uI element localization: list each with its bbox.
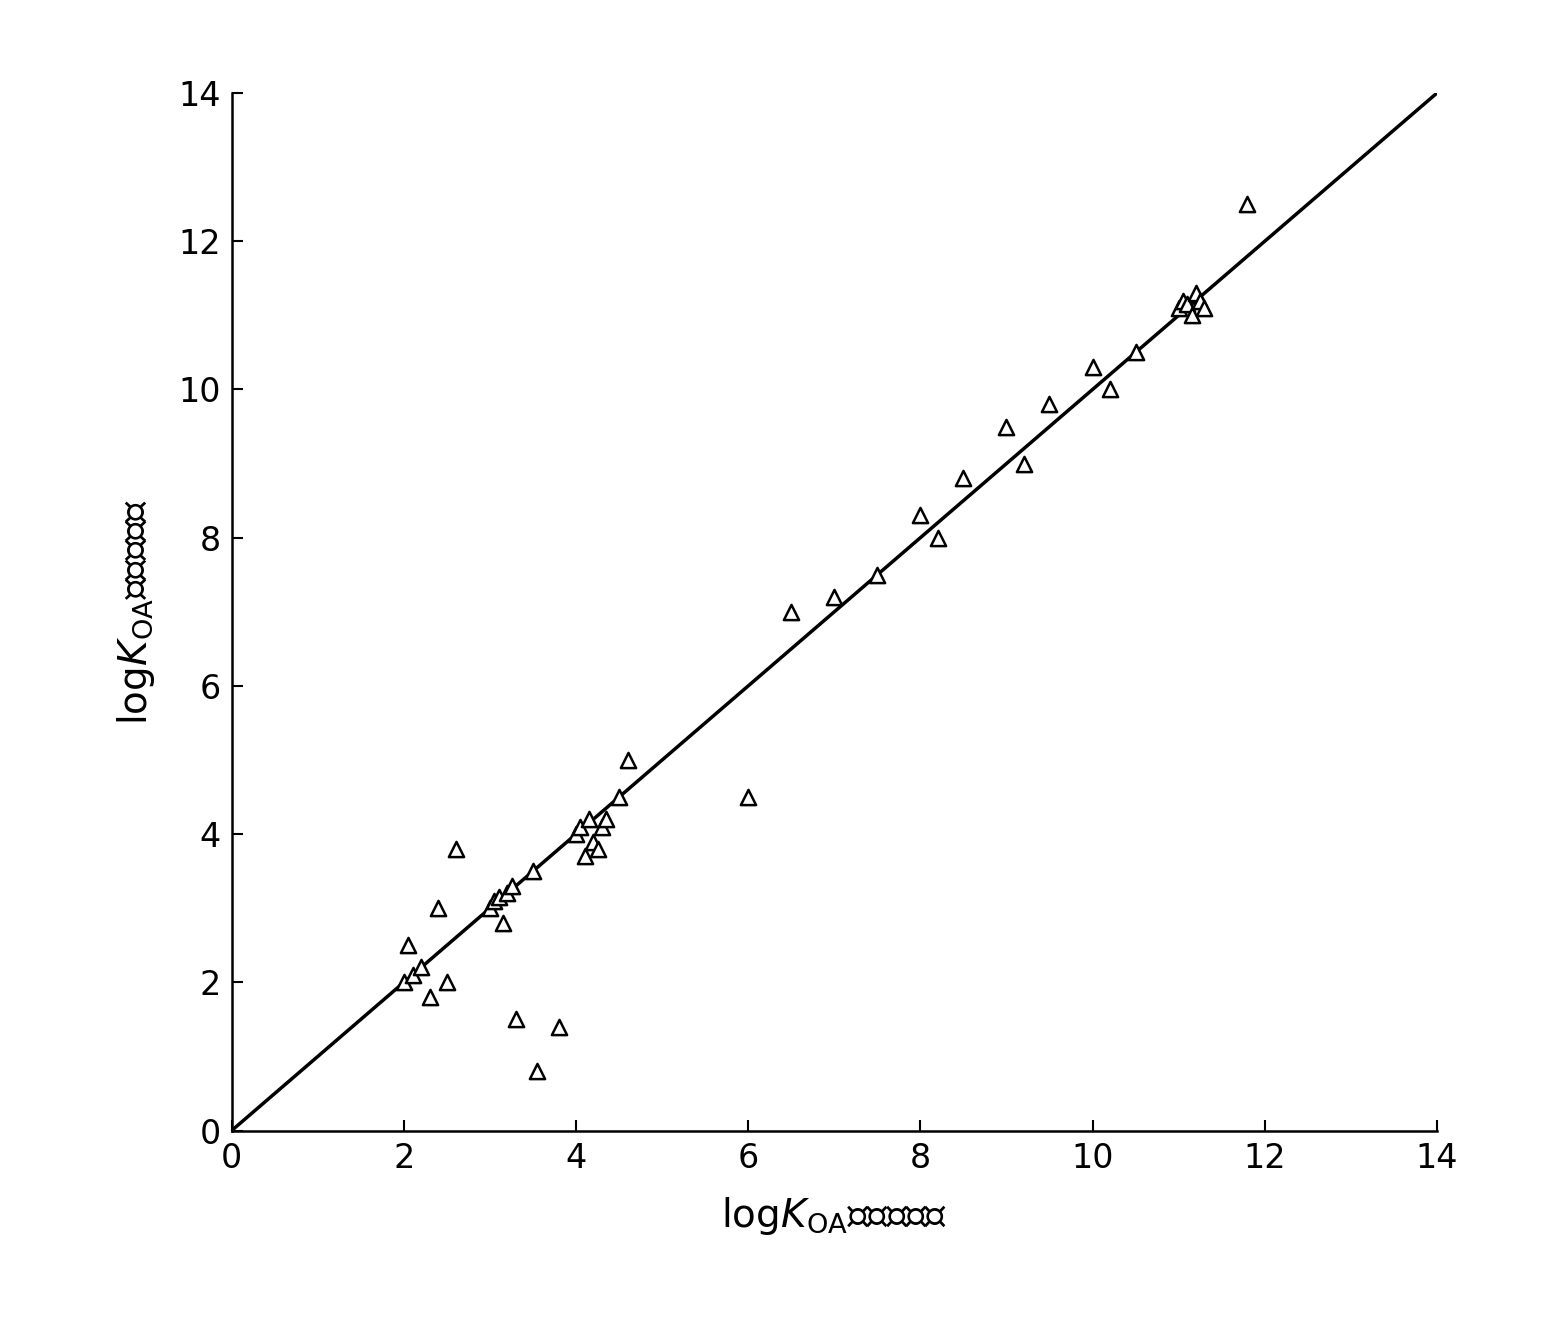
Point	[908, 505, 933, 527]
Point	[1012, 454, 1037, 475]
Point	[417, 987, 442, 1008]
Point	[1166, 298, 1191, 319]
Point	[822, 587, 847, 608]
Point	[925, 527, 950, 548]
Point	[576, 809, 601, 830]
Point	[593, 809, 618, 830]
Point	[491, 912, 516, 934]
Point	[396, 935, 420, 956]
Point	[477, 898, 502, 919]
Point	[569, 817, 593, 838]
Point	[572, 846, 596, 867]
Point	[409, 956, 434, 978]
Point	[1123, 342, 1148, 363]
Point	[426, 898, 451, 919]
Point	[1037, 394, 1061, 415]
Y-axis label: $\mathrm{log}$$\it{K}$$_{\mathrm{OA}}$（预测值）: $\mathrm{log}$$\it{K}$$_{\mathrm{OA}}$（预…	[116, 499, 158, 725]
Point	[504, 1008, 528, 1029]
Point	[482, 890, 507, 911]
Point	[952, 468, 976, 489]
Point	[993, 416, 1018, 438]
Point	[391, 972, 416, 994]
Point	[586, 838, 610, 859]
Point	[434, 972, 459, 994]
Point	[1174, 294, 1199, 315]
Point	[1097, 379, 1122, 400]
Point	[1183, 282, 1208, 303]
Point	[521, 861, 545, 882]
Point	[607, 786, 632, 807]
X-axis label: $\mathrm{log}$$\it{K}$$_{\mathrm{OA}}$（实测值）: $\mathrm{log}$$\it{K}$$_{\mathrm{OA}}$（实…	[722, 1196, 947, 1237]
Point	[547, 1016, 572, 1037]
Point	[400, 964, 425, 986]
Point	[564, 823, 589, 845]
Point	[590, 817, 615, 838]
Point	[779, 601, 803, 622]
Point	[494, 883, 519, 904]
Point	[1193, 298, 1217, 319]
Point	[525, 1060, 550, 1081]
Point	[865, 564, 890, 585]
Point	[1171, 290, 1196, 311]
Point	[615, 749, 640, 770]
Point	[499, 875, 524, 896]
Point	[1179, 305, 1204, 326]
Point	[735, 786, 760, 807]
Point	[1080, 356, 1105, 378]
Point	[1234, 194, 1259, 215]
Point	[1188, 290, 1213, 311]
Point	[581, 831, 606, 853]
Point	[487, 886, 511, 907]
Point	[443, 838, 468, 859]
